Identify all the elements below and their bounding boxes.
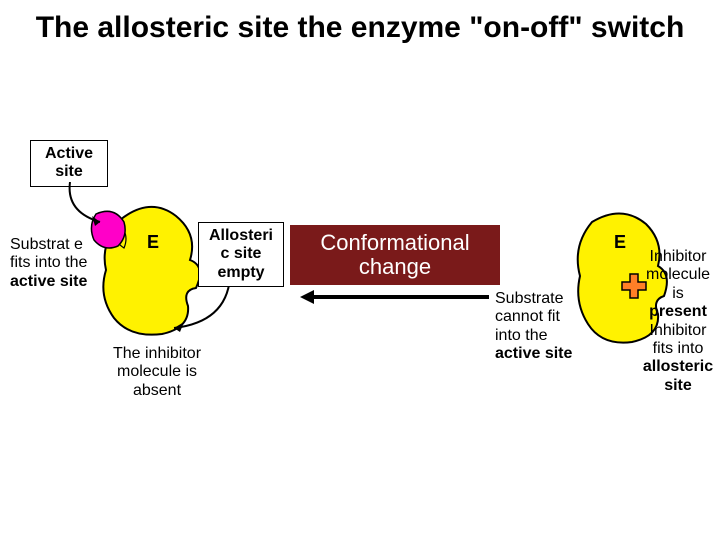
pointer-active-to-notch xyxy=(64,182,124,232)
active-site-label: Active site xyxy=(30,140,108,187)
allosteric-site-label: Allosteri c site empty xyxy=(198,222,284,287)
enzyme-letter-left: E xyxy=(147,232,159,253)
substrate-cannot-body: Substrate cannot fit into the xyxy=(495,290,563,344)
inhibitor-present-bold: present xyxy=(649,303,707,320)
substrate-fits-text: Substrat e fits into the active site xyxy=(10,236,92,291)
enzyme-letter-right: E xyxy=(614,232,626,253)
diagram-title: The allosteric site the enzyme "on-off" … xyxy=(0,10,720,46)
substrate-fits-text-bold: active site xyxy=(10,273,87,290)
inhibitor-present-text: Inhibitor molecule is present Inhibitor … xyxy=(638,248,718,395)
substrate-cannot-bold: active site xyxy=(495,345,572,362)
inhibitor-absent-text: The inhibitor molecule is absent xyxy=(92,345,222,400)
conformational-change-banner: Conformational change xyxy=(290,225,500,285)
inhibitor-fits-line: Inhibitor fits into xyxy=(650,322,707,357)
inhibitor-present-line1: Inhibitor molecule is xyxy=(646,248,710,302)
allosteric-site-bold: allosteric site xyxy=(643,358,713,393)
substrate-cannot-text: Substrate cannot fit into the active sit… xyxy=(495,290,583,364)
arrow-left-icon xyxy=(300,290,490,304)
substrate-fits-text-body: Substrat e fits into the xyxy=(10,236,87,271)
